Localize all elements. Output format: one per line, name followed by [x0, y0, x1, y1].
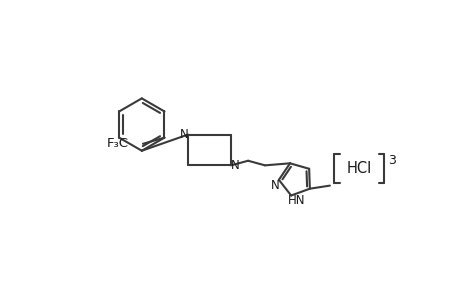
- Text: N: N: [230, 159, 239, 172]
- Text: N: N: [179, 128, 188, 141]
- Text: N: N: [270, 179, 279, 192]
- Text: 3: 3: [387, 154, 395, 167]
- Text: HN: HN: [287, 194, 305, 207]
- Text: F₃C: F₃C: [107, 137, 129, 150]
- Text: HCl: HCl: [346, 161, 371, 176]
